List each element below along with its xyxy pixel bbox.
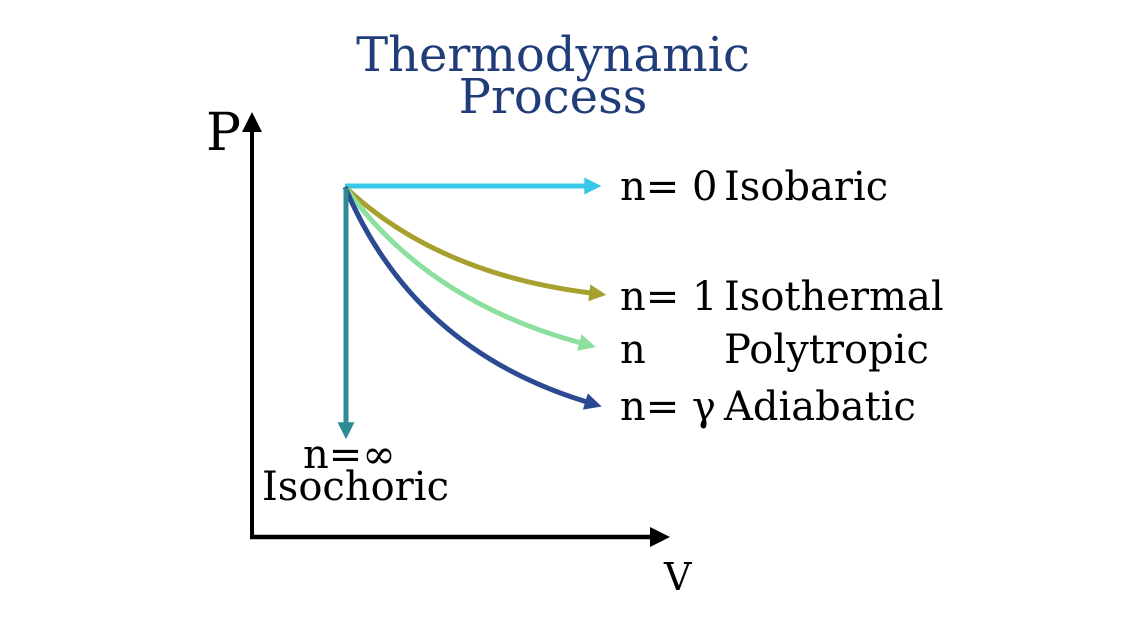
legend-row-adiabatic: n= γ Adiabatic xyxy=(620,387,916,427)
adiabatic-n-label: n= γ xyxy=(620,384,716,430)
isothermal-curve xyxy=(343,185,607,302)
legend-row-isobaric: n= 0 Isobaric xyxy=(620,167,888,207)
isochoric-n-label: n=∞ xyxy=(303,432,396,478)
isothermal-n-label: n= 1 xyxy=(620,274,718,320)
polytropic-curve xyxy=(342,185,596,351)
page-title-line1: Thermodynamic xyxy=(356,27,750,83)
y-axis-label: P xyxy=(206,103,241,163)
legend-row-isothermal: n= 1 Isothermal xyxy=(620,277,944,317)
adiabatic-curve xyxy=(342,186,602,410)
polytropic-n-label: n xyxy=(620,327,646,373)
page-title-line2: Process xyxy=(458,69,648,125)
adiabatic-process-label: Adiabatic xyxy=(724,384,916,430)
x-axis-label: V xyxy=(664,555,692,599)
isobaric-process-label: Isobaric xyxy=(724,164,889,210)
legend-row-polytropic: n Polytropic xyxy=(620,330,929,370)
isochoric-process-label: Isochoric xyxy=(262,464,449,510)
isobaric-n-label: n= 0 xyxy=(620,164,718,210)
polytropic-process-label: Polytropic xyxy=(724,327,929,373)
isothermal-process-label: Isothermal xyxy=(724,274,944,320)
